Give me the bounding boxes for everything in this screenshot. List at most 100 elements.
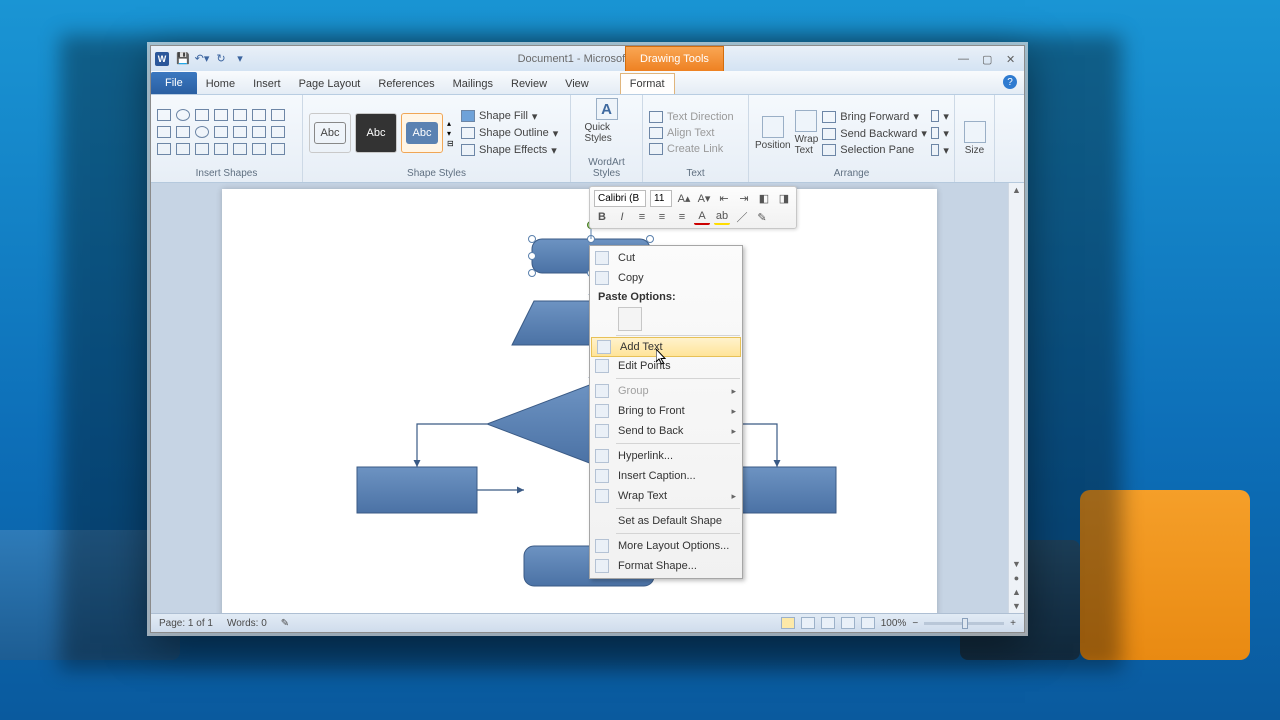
style2-icon[interactable]: ◨ bbox=[776, 191, 792, 207]
align-text-button[interactable]: Align Text bbox=[649, 127, 734, 139]
decrease-indent-icon[interactable]: ⇤ bbox=[716, 191, 732, 207]
font-size-input[interactable] bbox=[650, 190, 672, 207]
status-bar: Page: 1 of 1 Words: 0 ✎ 100% − + bbox=[151, 613, 1024, 632]
bring-forward-button[interactable]: Bring Forward ▾ bbox=[822, 110, 927, 123]
quick-styles-button[interactable]: AQuick Styles bbox=[585, 98, 629, 144]
titlebar: W 💾 ↶▾ ↻ ▾ Document1 - Microsoft Word Dr… bbox=[151, 46, 1024, 71]
create-link-button: Create Link bbox=[649, 143, 734, 155]
word-icon: W bbox=[155, 52, 169, 66]
group-button[interactable]: ▾ bbox=[931, 127, 949, 140]
bold-icon[interactable]: B bbox=[594, 209, 610, 225]
tab-page-layout[interactable]: Page Layout bbox=[290, 74, 370, 94]
style-icon[interactable]: ◧ bbox=[756, 191, 772, 207]
shape-fill-button[interactable]: Shape Fill ▾ bbox=[461, 110, 558, 123]
contextual-tab-label: Drawing Tools bbox=[625, 46, 724, 71]
tab-references[interactable]: References bbox=[369, 74, 443, 94]
wrap-text-button[interactable]: Wrap Text bbox=[795, 110, 819, 156]
undo-icon[interactable]: ↶▾ bbox=[194, 51, 210, 67]
tab-insert[interactable]: Insert bbox=[244, 74, 290, 94]
group-label-shape-styles: Shape Styles bbox=[309, 168, 564, 179]
ctx-insert-caption[interactable]: Insert Caption... bbox=[590, 466, 742, 486]
highlight-icon[interactable]: ab bbox=[714, 209, 730, 225]
shape-style-3[interactable]: Abc bbox=[401, 113, 443, 153]
ctx-more-layout[interactable]: More Layout Options... bbox=[590, 536, 742, 556]
help-icon[interactable]: ? bbox=[1003, 75, 1017, 89]
view-outline[interactable] bbox=[841, 617, 855, 629]
align-left-icon[interactable]: ≡ bbox=[634, 209, 650, 225]
group-label-arrange: Arrange bbox=[755, 168, 948, 179]
ctx-wrap-text[interactable]: Wrap Text▸ bbox=[590, 486, 742, 506]
text-direction-button[interactable]: Text Direction bbox=[649, 111, 734, 123]
document-area[interactable] bbox=[151, 183, 1008, 613]
ctx-hyperlink[interactable]: Hyperlink... bbox=[590, 446, 742, 466]
ctx-cut[interactable]: Cut bbox=[590, 248, 742, 268]
minimize-button[interactable]: — bbox=[958, 53, 970, 65]
view-draft[interactable] bbox=[861, 617, 875, 629]
vertical-scrollbar[interactable]: ▲ ▼ ● ▲ ▼ bbox=[1008, 183, 1024, 613]
ribbon: Insert Shapes Abc Abc Abc ▴▾⊟ Shape Fill… bbox=[151, 95, 1024, 183]
view-full-screen[interactable] bbox=[801, 617, 815, 629]
tab-format[interactable]: Format bbox=[620, 73, 675, 94]
grow-font-icon[interactable]: A▴ bbox=[676, 191, 692, 207]
ctx-paste-option-1[interactable] bbox=[618, 307, 642, 331]
group-label-text: Text bbox=[649, 168, 742, 179]
ribbon-tabs: File Home Insert Page Layout References … bbox=[151, 71, 1024, 95]
zoom-out-button[interactable]: − bbox=[912, 618, 918, 629]
ctx-paste-options-label: Paste Options: bbox=[590, 288, 742, 305]
align-center-icon[interactable]: ≡ bbox=[654, 209, 670, 225]
mini-toolbar: A▴ A▾ ⇤ ⇥ ◧ ◨ B I ≡ ≡ ≡ A ab ／ ✎ bbox=[589, 186, 797, 229]
close-button[interactable]: ✕ bbox=[1006, 53, 1018, 65]
italic-icon[interactable]: I bbox=[614, 209, 630, 225]
zoom-in-button[interactable]: + bbox=[1010, 618, 1016, 629]
flowchart-canvas bbox=[222, 189, 937, 613]
ctx-add-text[interactable]: Add Text bbox=[591, 337, 741, 357]
shape-effects-button[interactable]: Shape Effects ▾ bbox=[461, 144, 558, 157]
save-icon[interactable]: 💾 bbox=[175, 51, 191, 67]
status-page[interactable]: Page: 1 of 1 bbox=[159, 618, 213, 629]
proofing-icon[interactable]: ✎ bbox=[281, 618, 289, 629]
send-backward-button[interactable]: Send Backward ▾ bbox=[822, 127, 927, 140]
rotate-button[interactable]: ▾ bbox=[931, 144, 949, 157]
tab-mailings[interactable]: Mailings bbox=[444, 74, 502, 94]
redo-icon[interactable]: ↻ bbox=[213, 51, 229, 67]
word-window: W 💾 ↶▾ ↻ ▾ Document1 - Microsoft Word Dr… bbox=[150, 45, 1025, 633]
ctx-copy[interactable]: Copy bbox=[590, 268, 742, 288]
tab-home[interactable]: Home bbox=[197, 74, 244, 94]
position-button[interactable]: Position bbox=[755, 116, 791, 151]
ctx-set-default-shape[interactable]: Set as Default Shape bbox=[590, 511, 742, 531]
zoom-slider[interactable] bbox=[924, 622, 1004, 625]
shape-outline-button[interactable]: Shape Outline ▾ bbox=[461, 127, 558, 140]
shape-style-2[interactable]: Abc bbox=[355, 113, 397, 153]
ctx-edit-points[interactable]: Edit Points bbox=[590, 356, 742, 376]
qat-more-icon[interactable]: ▾ bbox=[232, 51, 248, 67]
font-name-input[interactable] bbox=[594, 190, 646, 207]
font-color-icon[interactable]: A bbox=[694, 209, 710, 225]
line-icon[interactable]: ／ bbox=[734, 209, 750, 225]
quick-access-toolbar: 💾 ↶▾ ↻ ▾ bbox=[175, 51, 248, 67]
tab-file[interactable]: File bbox=[151, 72, 197, 94]
group-label-insert-shapes: Insert Shapes bbox=[157, 168, 296, 179]
ctx-group: Group▸ bbox=[590, 381, 742, 401]
align-button[interactable]: ▾ bbox=[931, 110, 949, 123]
size-button[interactable]: Size bbox=[961, 121, 988, 156]
shape-style-1[interactable]: Abc bbox=[309, 113, 351, 153]
view-web-layout[interactable] bbox=[821, 617, 835, 629]
page bbox=[222, 189, 937, 613]
context-menu: Cut Copy Paste Options: Add Text Edit Po… bbox=[589, 245, 743, 579]
shrink-font-icon[interactable]: A▾ bbox=[696, 191, 712, 207]
shapes-gallery[interactable] bbox=[157, 109, 287, 157]
zoom-level[interactable]: 100% bbox=[881, 618, 907, 629]
tab-review[interactable]: Review bbox=[502, 74, 556, 94]
ctx-bring-to-front[interactable]: Bring to Front▸ bbox=[590, 401, 742, 421]
view-print-layout[interactable] bbox=[781, 617, 795, 629]
ctx-format-shape[interactable]: Format Shape... bbox=[590, 556, 742, 576]
increase-indent-icon[interactable]: ⇥ bbox=[736, 191, 752, 207]
align-right-icon[interactable]: ≡ bbox=[674, 209, 690, 225]
status-words[interactable]: Words: 0 bbox=[227, 618, 267, 629]
selection-pane-button[interactable]: Selection Pane bbox=[822, 144, 927, 156]
tab-view[interactable]: View bbox=[556, 74, 598, 94]
ctx-send-to-back[interactable]: Send to Back▸ bbox=[590, 421, 742, 441]
maximize-button[interactable]: ▢ bbox=[982, 53, 994, 65]
group-label-wordart: WordArt Styles bbox=[577, 157, 636, 179]
format-painter-icon[interactable]: ✎ bbox=[754, 209, 770, 225]
